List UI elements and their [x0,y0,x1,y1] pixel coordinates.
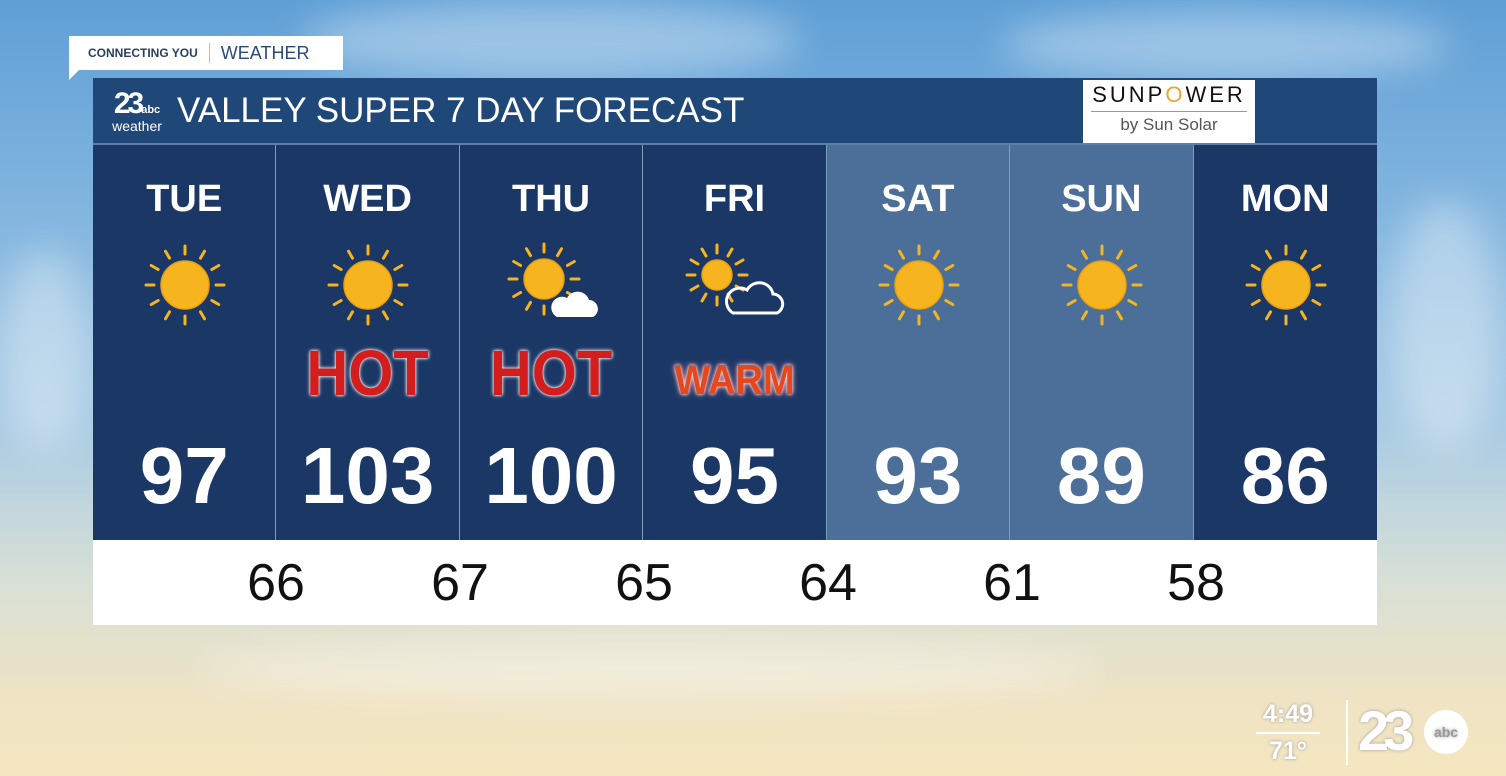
high-temp: 93 [873,431,963,520]
lows-row: 66 67 65 64 61 58 [93,540,1377,625]
forecast-header: 23abc weather VALLEY SUPER 7 DAY FORECAS… [93,78,1377,145]
high-temp: 100 [484,431,618,520]
heat-badge: WARM [674,357,795,405]
sun-icon [1245,244,1327,326]
time: 4:49 [1262,700,1314,728]
low-temp: 65 [615,554,673,612]
low-temp: 67 [431,554,489,612]
high-temp: 89 [1056,431,1146,520]
day-column-tue: TUE 97 [93,145,277,540]
day-column-sun: SUN 89 [1010,145,1194,540]
sun-icon [1061,244,1143,326]
current-temp: 71° [1269,737,1307,765]
heat-badge: HOT [489,337,613,410]
high-temp: 95 [689,431,779,520]
day-column-wed: WED HOT 103 [276,145,460,540]
page-title: VALLEY SUPER 7 DAY FORECAST [177,90,745,130]
day-name: TUE [146,178,223,220]
low-temp: 58 [1167,554,1225,612]
day-name: WED [323,178,412,220]
day-name: FRI [703,178,766,220]
tag-connecting-you: CONNECTING YOU [88,46,198,60]
sun-icon [327,244,409,326]
low-temp: 64 [799,554,857,612]
day-name: SUN [1061,178,1142,220]
tag-weather: WEATHER [220,42,310,63]
high-temp: 103 [300,431,435,520]
days-row: TUE 97 WED HOT 103 THU HOT 100 FRI WARM 95 S… [93,145,1377,540]
clock-temp: 4:49 71° [1256,700,1320,766]
mostly-sunny-icon [507,242,598,317]
station-bug-logo: 23 abc [1358,698,1468,763]
day-name: MON [1240,178,1330,220]
day-column-sat: SAT 93 [826,145,1011,540]
sponsor-logo: SUNPOWER by Sun Solar [1083,80,1255,143]
day-column-fri: FRI WARM 95 [643,145,827,540]
high-temp: 97 [139,431,229,520]
weather-tag: CONNECTING YOU WEATHER [69,36,343,80]
heat-badge: HOT [306,337,429,410]
forecast-panel: 23abc weather VALLEY SUPER 7 DAY FORECAS… [93,78,1377,625]
day-column-thu: THU HOT 100 [459,145,644,540]
station-logo: 23abc weather [112,86,162,134]
partly-cloudy-icon [685,243,785,315]
divider [1346,700,1348,765]
day-column-mon: MON 86 [1193,145,1377,540]
low-temp: 61 [983,554,1041,612]
sun-icon [878,244,960,326]
sun-icon [144,244,226,326]
low-temp: 66 [247,554,305,612]
day-name: THU [512,178,591,220]
day-name: SAT [881,178,955,220]
high-temp: 86 [1240,431,1330,520]
tag-divider [208,43,210,63]
